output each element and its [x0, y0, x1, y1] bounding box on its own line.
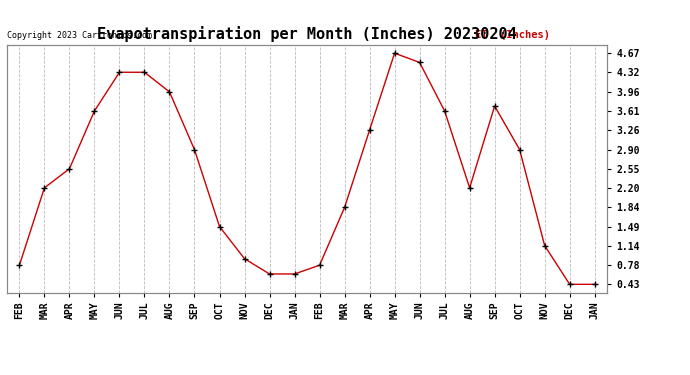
- Title: Evapotranspiration per Month (Inches) 20230204: Evapotranspiration per Month (Inches) 20…: [97, 27, 517, 42]
- Text: ET  (Inches): ET (Inches): [475, 30, 550, 40]
- Text: Copyright 2023 Cartronics.com: Copyright 2023 Cartronics.com: [7, 31, 152, 40]
